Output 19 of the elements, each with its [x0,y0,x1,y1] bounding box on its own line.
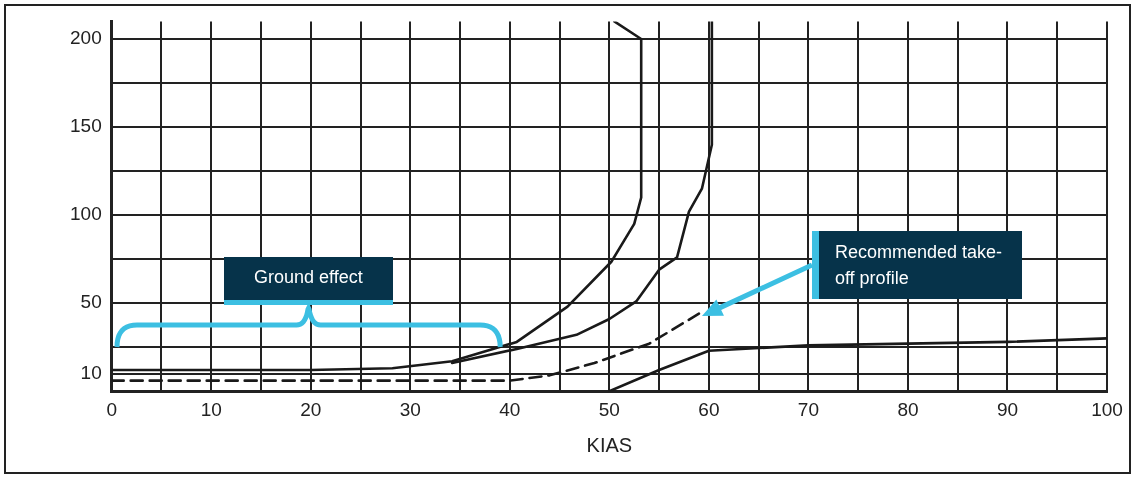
y-tick-label: 100 [70,203,102,225]
x-tick-label: 10 [200,398,222,420]
callout-box: Recommended take-off profile [811,230,1022,299]
x-tick-label: 60 [698,398,720,420]
x-tick-label: 80 [897,398,919,420]
x-axis-title: KIAS [586,433,633,456]
x-tick-label: 20 [300,398,322,420]
x-tick-label: 0 [106,398,117,420]
x-tick-label: 40 [499,398,521,420]
y-tick-label: 200 [70,27,102,49]
x-tick-label: 50 [598,398,620,420]
callout-box: Ground effect [223,256,393,305]
y-tick-label: 10 [80,361,102,383]
x-tick-label: 70 [797,398,819,420]
y-tick-label: 50 [80,291,102,313]
y-tick-label: 150 [70,115,102,137]
x-tick-label: 90 [996,398,1019,420]
x-tick-label: 30 [399,398,421,420]
x-tick-label: 100 [1091,398,1123,420]
